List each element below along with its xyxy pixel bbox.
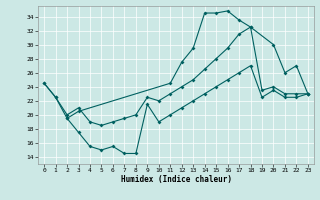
- X-axis label: Humidex (Indice chaleur): Humidex (Indice chaleur): [121, 175, 231, 184]
